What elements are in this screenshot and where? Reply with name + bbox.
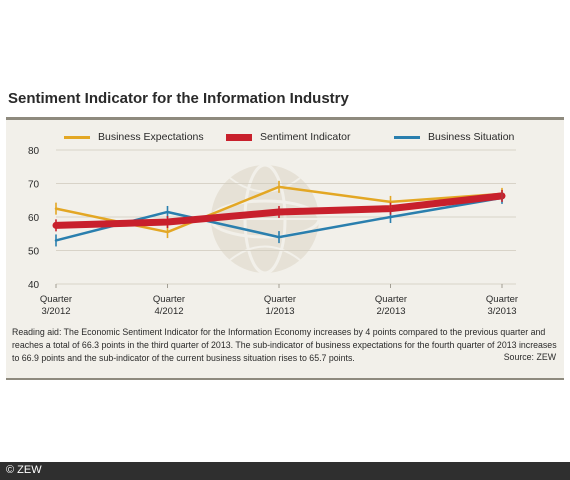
axis-group: 40 50 60 70 80 [28,146,516,291]
y-tick-label: 70 [28,180,40,191]
panel-bottom-rule [6,378,564,380]
y-tick-label: 60 [28,213,40,224]
x-tick-line: 4/2012 [154,306,184,317]
x-tick-line: 3/2012 [41,306,71,317]
x-tick-line: Quarter [152,294,186,305]
x-tick-line: Quarter [263,294,297,305]
x-tick-label: Quarter 1/2013 [250,294,310,318]
x-tick-label: Quarter 3/2013 [472,294,532,318]
footer-bar: © ZEW [0,462,570,480]
x-tick-line: 3/2013 [487,306,517,317]
y-tick-label: 80 [28,146,40,157]
x-tick-label: Quarter 3/2012 [26,294,86,318]
title-rule [6,117,564,120]
legend-swatch-business-expectations [64,135,90,139]
legend-swatch-business-situation [394,135,420,139]
x-tick-label: Quarter 2/2013 [361,294,421,318]
x-tick-line: Quarter [485,294,519,305]
x-tick-label: Quarter 4/2012 [139,294,199,318]
x-tick-line: Quarter [39,294,73,305]
legend-label-sentiment-indicator: Sentiment Indicator [260,131,351,143]
reading-aid-caption: Reading aid: The Economic Sentiment Indi… [12,327,557,363]
source-label: Source: ZEW [503,352,556,362]
legend-item-sentiment-indicator: Sentiment Indicator [226,131,350,143]
legend-item-business-situation: Business Situation [394,131,514,143]
x-tick-line: 2/2013 [376,306,406,317]
legend-label-business-situation: Business Situation [428,131,515,143]
copyright-label: © ZEW [6,464,42,476]
x-tick-line: 1/2013 [265,306,295,317]
x-tick-line: Quarter [374,294,408,305]
legend-swatch-sentiment-indicator [226,133,252,141]
y-tick-label: 40 [28,280,40,291]
y-tick-label: 50 [28,247,40,258]
chart-title: Sentiment Indicator for the Information … [8,90,349,107]
series-group [52,180,506,247]
legend-label-business-expectations: Business Expectations [98,131,204,143]
legend-item-business-expectations: Business Expectations [64,131,204,143]
